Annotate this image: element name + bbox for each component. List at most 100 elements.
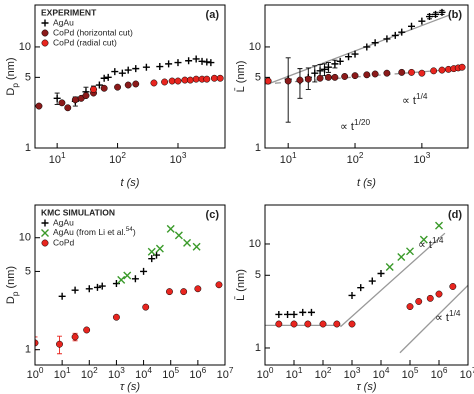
marker [166,288,173,296]
marker [90,85,97,93]
y-tick-label: 5 [25,265,31,277]
x-tick-label: 105 [162,366,179,381]
marker [41,19,49,27]
marker [93,283,101,291]
annotation: ∝ t1/4 [402,92,428,107]
marker [155,244,164,253]
legend-entry: AgAu (from Li et al.54) [41,226,136,237]
plot-area [265,8,466,123]
marker [408,22,416,30]
marker [98,282,106,290]
plot-frame [34,4,226,149]
marker [385,263,394,272]
x-tick-label: 104 [373,366,390,381]
marker [406,247,414,256]
fit-line [265,68,454,85]
x-tick-label: 101 [49,151,66,166]
legend-entry: CoPd [41,237,75,247]
marker [363,43,371,51]
x-tick-label: 101 [54,366,71,381]
marker [71,286,79,294]
marker [83,326,91,334]
x-axis-label: τ (s) [357,381,377,393]
marker [296,76,304,84]
marker [82,92,90,100]
annotation: ∝ t1/4 [418,236,444,251]
legend-title: EXPERIMENT [41,7,97,17]
marker [41,239,49,247]
marker [438,66,446,74]
marker [118,69,126,77]
marker [304,320,312,328]
marker [58,292,66,300]
marker [321,65,329,73]
marker [341,73,349,80]
marker [174,77,182,85]
marker [185,57,193,65]
marker [56,340,63,348]
marker [383,35,391,43]
y-axis-label: Dp (nm) [5,57,20,95]
legend-label: CoPd (horizontal cut) [53,27,133,37]
x-tick-label: 101 [280,151,297,166]
marker [397,252,406,261]
x-tick-label: 103 [413,151,430,166]
marker [183,238,192,247]
marker [307,308,315,316]
marker [368,277,376,285]
x-tick-label: 100 [257,366,274,381]
x-tick-label: 107 [217,366,234,381]
marker [165,60,173,68]
marker [406,303,414,311]
x-axis-label: τ (s) [120,381,140,393]
marker [419,235,428,244]
marker [112,280,120,288]
marker [203,75,211,83]
marker [418,69,426,77]
marker [180,288,188,296]
marker [58,99,66,107]
y-tick-label: 1 [25,344,31,356]
marker [371,70,379,78]
marker [41,229,49,237]
panel-label: (a) [206,9,220,21]
marker [391,31,399,39]
legend-entry: CoPd (radial cut) [41,37,117,47]
panel-label: (b) [448,9,462,21]
legend-label: AgAu [53,17,74,27]
x-tick-label: 101 [286,366,303,381]
marker [290,320,298,328]
marker [449,283,457,290]
fit-line [267,14,449,85]
marker [290,310,298,318]
x-tick-label: 102 [347,151,364,166]
legend-entry: AgAu [41,217,74,227]
marker [41,219,49,227]
x-tick-label: 102 [81,366,98,381]
marker [284,310,292,318]
marker [35,339,39,347]
fit-line [340,232,446,328]
marker [100,84,108,92]
plot-area [35,224,223,355]
marker [150,79,158,87]
marker [168,77,176,85]
marker [435,290,443,298]
panel-label: (d) [448,209,462,221]
marker [112,313,120,321]
marker [161,78,169,86]
marker [215,281,223,289]
marker [142,303,150,311]
marker [132,65,140,73]
marker [331,60,339,68]
legend-label: AgAu (from Li et al.54) [53,226,136,237]
legend-entry: CoPd (horizontal cut) [41,27,133,37]
marker [398,68,406,76]
marker [336,57,344,65]
marker [408,68,415,76]
marker [104,73,112,81]
marker [438,8,446,16]
plot-frame [264,4,469,149]
marker [192,242,201,251]
